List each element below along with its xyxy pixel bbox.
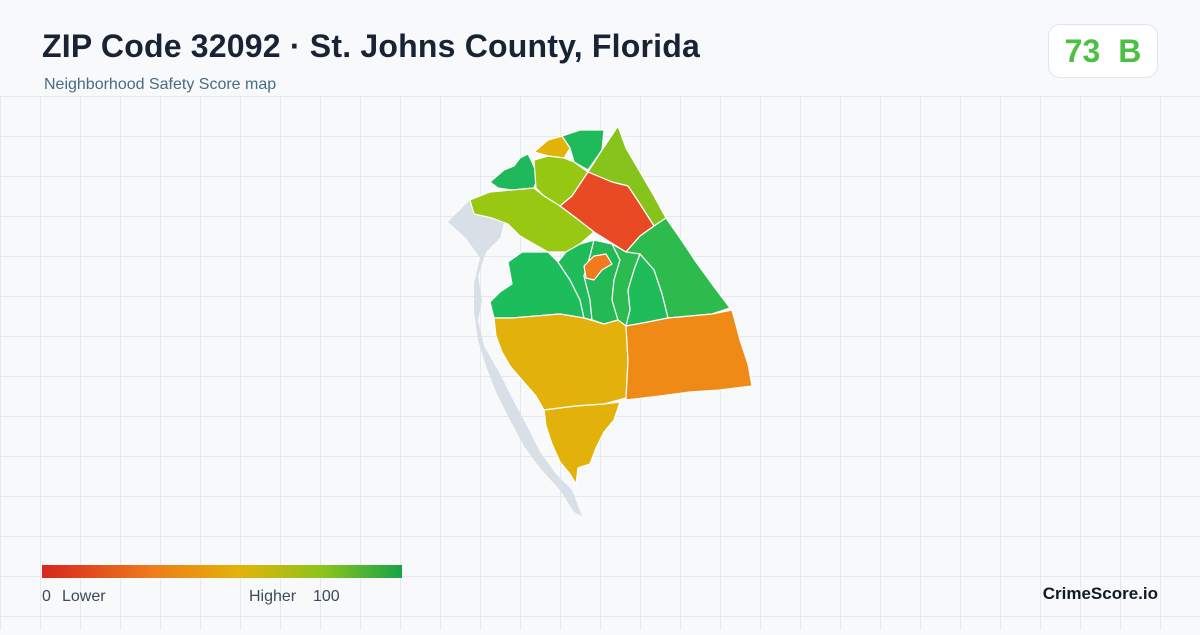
legend-max-value: 100 <box>313 588 340 605</box>
page-subtitle: Neighborhood Safety Score map <box>44 76 277 93</box>
legend-higher-label: Higher <box>249 588 297 605</box>
legend-lower-label: Lower <box>62 588 106 605</box>
map-regions <box>469 125 753 485</box>
region-south-west[interactable] <box>493 313 629 411</box>
region-south-east[interactable] <box>625 309 753 401</box>
water-area <box>448 194 582 516</box>
legend-min-value: 0 <box>42 588 51 605</box>
brand-logo-text: CrimeScore.io <box>1042 584 1158 603</box>
page-title: ZIP Code 32092 · St. Johns County, Flori… <box>42 28 700 64</box>
legend-color-scale <box>42 565 402 578</box>
region-nw-coast[interactable] <box>489 153 539 191</box>
score-value: 73 <box>1064 32 1101 69</box>
safety-score-badge: 73 B <box>1048 24 1158 78</box>
region-center-orange[interactable] <box>583 253 613 281</box>
region-south-tip[interactable] <box>543 401 621 485</box>
score-grade: B <box>1118 32 1142 69</box>
